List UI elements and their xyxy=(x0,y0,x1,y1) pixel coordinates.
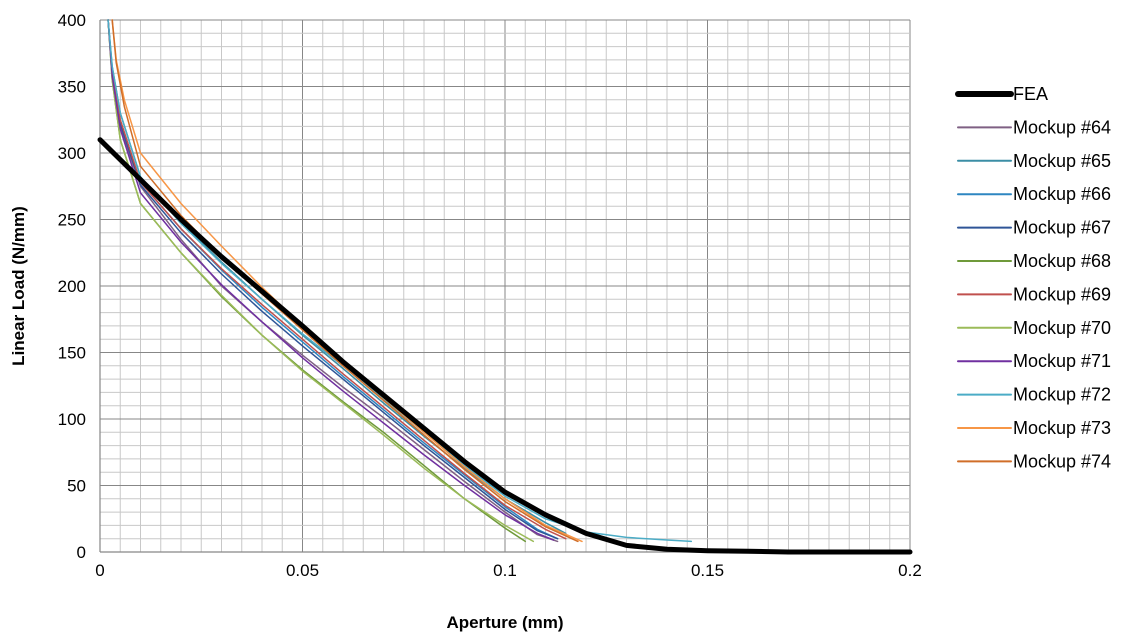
legend-label: Mockup #73 xyxy=(1013,418,1111,438)
x-tick-label: 0.2 xyxy=(898,561,922,580)
series-line-mockup-73 xyxy=(111,19,583,543)
y-tick-label: 200 xyxy=(58,277,86,296)
legend-label: Mockup #64 xyxy=(1013,117,1111,137)
x-tick-label: 0 xyxy=(95,561,104,580)
y-tick-label: 350 xyxy=(58,78,86,97)
legend-label: Mockup #65 xyxy=(1013,151,1111,171)
legend-label: Mockup #70 xyxy=(1013,318,1111,338)
series-layer xyxy=(97,19,913,555)
series-line-mockup-66 xyxy=(107,19,559,540)
series-line-mockup-64 xyxy=(107,19,559,543)
y-tick-label: 150 xyxy=(58,344,86,363)
legend-label: Mockup #68 xyxy=(1013,251,1111,271)
series-line-mockup-67 xyxy=(107,19,559,540)
legend-label: Mockup #71 xyxy=(1013,351,1111,371)
y-tick-label: 400 xyxy=(58,11,86,30)
series-line-mockup-72 xyxy=(107,19,693,543)
legend-label: Mockup #67 xyxy=(1013,218,1111,238)
grid xyxy=(99,19,911,553)
y-tick-label: 300 xyxy=(58,144,86,163)
legend-label: Mockup #69 xyxy=(1013,284,1111,304)
y-tick-label: 50 xyxy=(67,477,86,496)
x-tick-label: 0.1 xyxy=(493,561,517,580)
legend-label: FEA xyxy=(1013,84,1048,104)
y-tick-label: 100 xyxy=(58,410,86,429)
x-tick-label: 0.15 xyxy=(691,561,724,580)
series-line-fea xyxy=(97,137,913,555)
series-line-mockup-65 xyxy=(107,19,567,535)
x-axis-title: Aperture (mm) xyxy=(446,613,563,632)
tick-labels: 0 0.05 0.1 0.15 0.2 0 50 100 150 200 250 300 350 400 xyxy=(58,11,922,580)
legend-label: Mockup #72 xyxy=(1013,385,1111,405)
series-line-mockup-71 xyxy=(107,19,555,541)
series-line-mockup-70 xyxy=(107,19,535,543)
legend: FEA Mockup #64 Mockup #65 Mockup #66 Mockup … xyxy=(955,84,1111,471)
legend-label: Mockup #66 xyxy=(1013,184,1111,204)
y-tick-label: 0 xyxy=(77,543,86,562)
legend-label: Mockup #74 xyxy=(1013,451,1111,471)
y-tick-label: 250 xyxy=(58,211,86,230)
x-tick-label: 0.05 xyxy=(286,561,319,580)
series-line-mockup-74 xyxy=(111,19,579,543)
y-axis-title: Linear Load (N/mm) xyxy=(9,206,28,366)
series-line-mockup-69 xyxy=(107,19,567,540)
